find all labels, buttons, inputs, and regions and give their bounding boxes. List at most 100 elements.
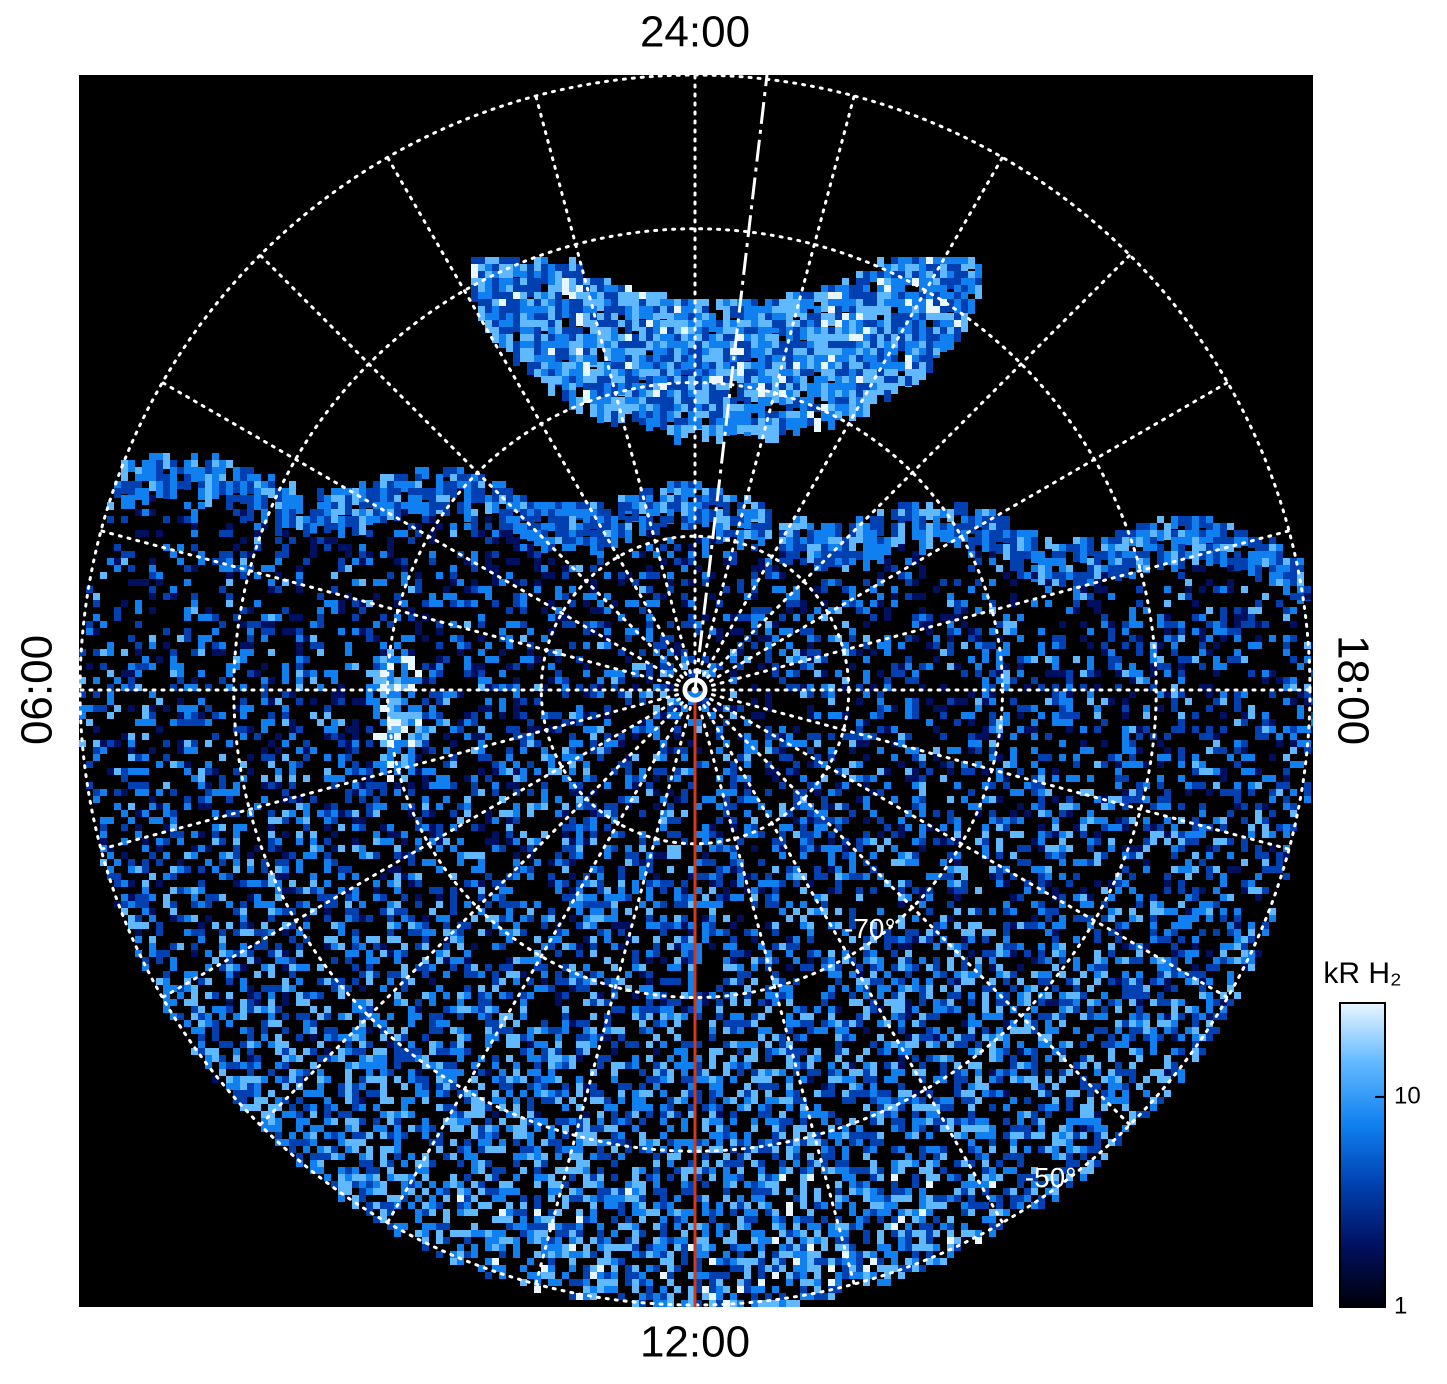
emission-pixel (562, 516, 569, 532)
emission-pixel (275, 873, 282, 880)
emission-pixel (702, 299, 709, 312)
emission-pixel (205, 614, 212, 621)
emission-pixel (1255, 726, 1262, 733)
emission-pixel (905, 656, 912, 663)
emission-pixel (303, 775, 310, 782)
emission-pixel (989, 719, 996, 726)
emission-pixel (562, 544, 569, 551)
emission-pixel (856, 383, 863, 397)
emission-pixel (1073, 775, 1080, 782)
emission-pixel (275, 817, 282, 824)
emission-pixel (912, 579, 919, 586)
emission-pixel (401, 565, 408, 572)
emission-pixel (562, 859, 569, 866)
emission-pixel (821, 824, 828, 831)
emission-pixel (1017, 530, 1024, 543)
emission-pixel (702, 509, 709, 522)
emission-pixel (1171, 845, 1178, 852)
emission-pixel (807, 684, 814, 691)
emission-pixel (576, 838, 583, 845)
emission-pixel (821, 656, 828, 663)
emission-pixel (604, 523, 611, 533)
emission-pixel (261, 495, 268, 504)
emission-pixel (555, 670, 562, 677)
emission-pixel (660, 824, 667, 831)
emission-pixel (590, 831, 597, 838)
emission-pixel (940, 509, 947, 518)
emission-pixel (233, 726, 240, 733)
emission-pixel (625, 852, 632, 859)
emission-pixel (765, 810, 772, 817)
emission-pixel (359, 796, 366, 803)
emission-pixel (1080, 621, 1087, 628)
emission-pixel (464, 656, 471, 663)
emission-pixel (1213, 747, 1220, 754)
emission-pixel (1136, 796, 1143, 803)
emission-pixel (219, 754, 226, 761)
emission-pixel (506, 313, 513, 320)
emission-pixel (653, 880, 660, 887)
emission-pixel (128, 859, 135, 866)
emission-pixel (590, 516, 597, 529)
emission-pixel (233, 768, 240, 775)
emission-pixel (562, 341, 569, 349)
emission-pixel (359, 600, 366, 607)
emission-pixel (408, 719, 415, 726)
emission-pixel (219, 775, 226, 782)
emission-pixel (1157, 551, 1164, 570)
emission-pixel (380, 803, 387, 810)
emission-pixel (1136, 558, 1143, 569)
emission-pixel (1248, 824, 1255, 831)
emission-pixel (401, 670, 408, 677)
emission-pixel (415, 824, 422, 831)
emission-pixel (898, 740, 905, 747)
emission-pixel (828, 712, 835, 719)
emission-pixel (548, 649, 555, 656)
emission-pixel (772, 845, 779, 852)
emission-pixel (373, 663, 380, 670)
emission-pixel (765, 691, 772, 698)
emission-pixel (331, 670, 338, 677)
emission-pixel (331, 607, 338, 614)
emission-pixel (387, 754, 394, 761)
emission-pixel (527, 551, 534, 558)
emission-pixel (492, 530, 499, 537)
emission-pixel (856, 348, 863, 359)
emission-pixel (618, 523, 625, 538)
emission-pixel (716, 425, 723, 444)
emission-pixel (156, 726, 163, 733)
emission-pixel (877, 593, 884, 600)
emission-pixel (751, 565, 758, 572)
emission-pixel (1017, 768, 1024, 775)
emission-pixel (1269, 719, 1276, 726)
emission-pixel (653, 411, 660, 427)
emission-pixel (1171, 684, 1178, 691)
emission-pixel (1164, 621, 1171, 628)
emission-pixel (156, 467, 163, 482)
emission-pixel (835, 824, 842, 831)
emission-pixel (772, 887, 779, 894)
emission-pixel (583, 691, 590, 698)
emission-pixel (807, 628, 814, 635)
emission-pixel (317, 593, 324, 600)
emission-pixel (1136, 600, 1143, 607)
emission-pixel (135, 488, 142, 500)
emission-pixel (247, 670, 254, 677)
emission-pixel (604, 670, 611, 677)
emission-pixel (926, 278, 933, 297)
emission-pixel (954, 782, 961, 789)
emission-pixel (884, 642, 891, 649)
emission-pixel (1143, 761, 1150, 768)
emission-pixel (156, 880, 163, 887)
emission-pixel (205, 789, 212, 796)
emission-pixel (800, 887, 807, 894)
emission-pixel (758, 369, 765, 380)
emission-pixel (996, 852, 1003, 859)
emission-pixel (1115, 817, 1122, 824)
emission-pixel (198, 887, 205, 894)
emission-pixel (814, 334, 821, 350)
emission-pixel (968, 285, 975, 294)
emission-pixel (863, 607, 870, 614)
emission-pixel (457, 803, 464, 810)
emission-pixel (310, 509, 317, 520)
